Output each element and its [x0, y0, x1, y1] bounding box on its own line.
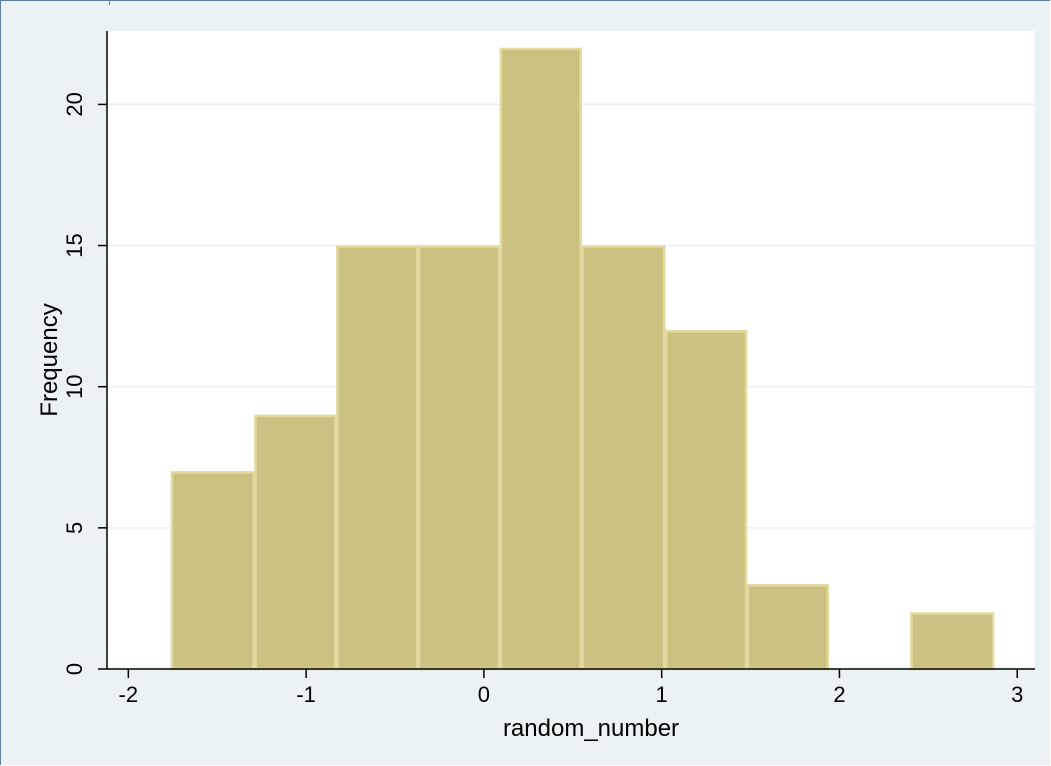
histogram-bar	[746, 584, 830, 671]
y-axis-title: Frequency	[36, 303, 63, 416]
y-tick-label: 5	[62, 522, 87, 534]
x-tick-label: 0	[478, 682, 490, 707]
histogram-bar	[581, 245, 666, 671]
histogram-bar	[417, 245, 501, 671]
y-tick-label: 10	[62, 374, 87, 398]
x-tick-label: -1	[296, 682, 316, 707]
x-tick-label: -2	[119, 682, 139, 707]
histogram-bar	[170, 471, 255, 671]
x-axis-ticks: -2 -1 0 1 2 3	[119, 669, 1023, 707]
histogram-bar	[336, 245, 419, 671]
histogram-bars	[170, 47, 995, 671]
y-tick-label: 15	[62, 233, 87, 257]
y-tick-label: 20	[62, 92, 87, 116]
histogram-bar	[499, 47, 582, 671]
x-tick-label: 2	[833, 682, 845, 707]
histogram-bar	[254, 414, 337, 671]
x-tick-label: 1	[656, 682, 668, 707]
window-edge-tick	[109, 0, 110, 5]
y-axis-ticks: 0 5 10 15 20	[62, 92, 107, 675]
axes	[106, 31, 1035, 670]
x-tick-label: 3	[1011, 682, 1023, 707]
histogram-bar	[664, 329, 748, 671]
y-tick-label: 0	[62, 663, 87, 675]
histogram-bar	[910, 612, 995, 671]
x-axis-title: random_number	[503, 715, 679, 742]
